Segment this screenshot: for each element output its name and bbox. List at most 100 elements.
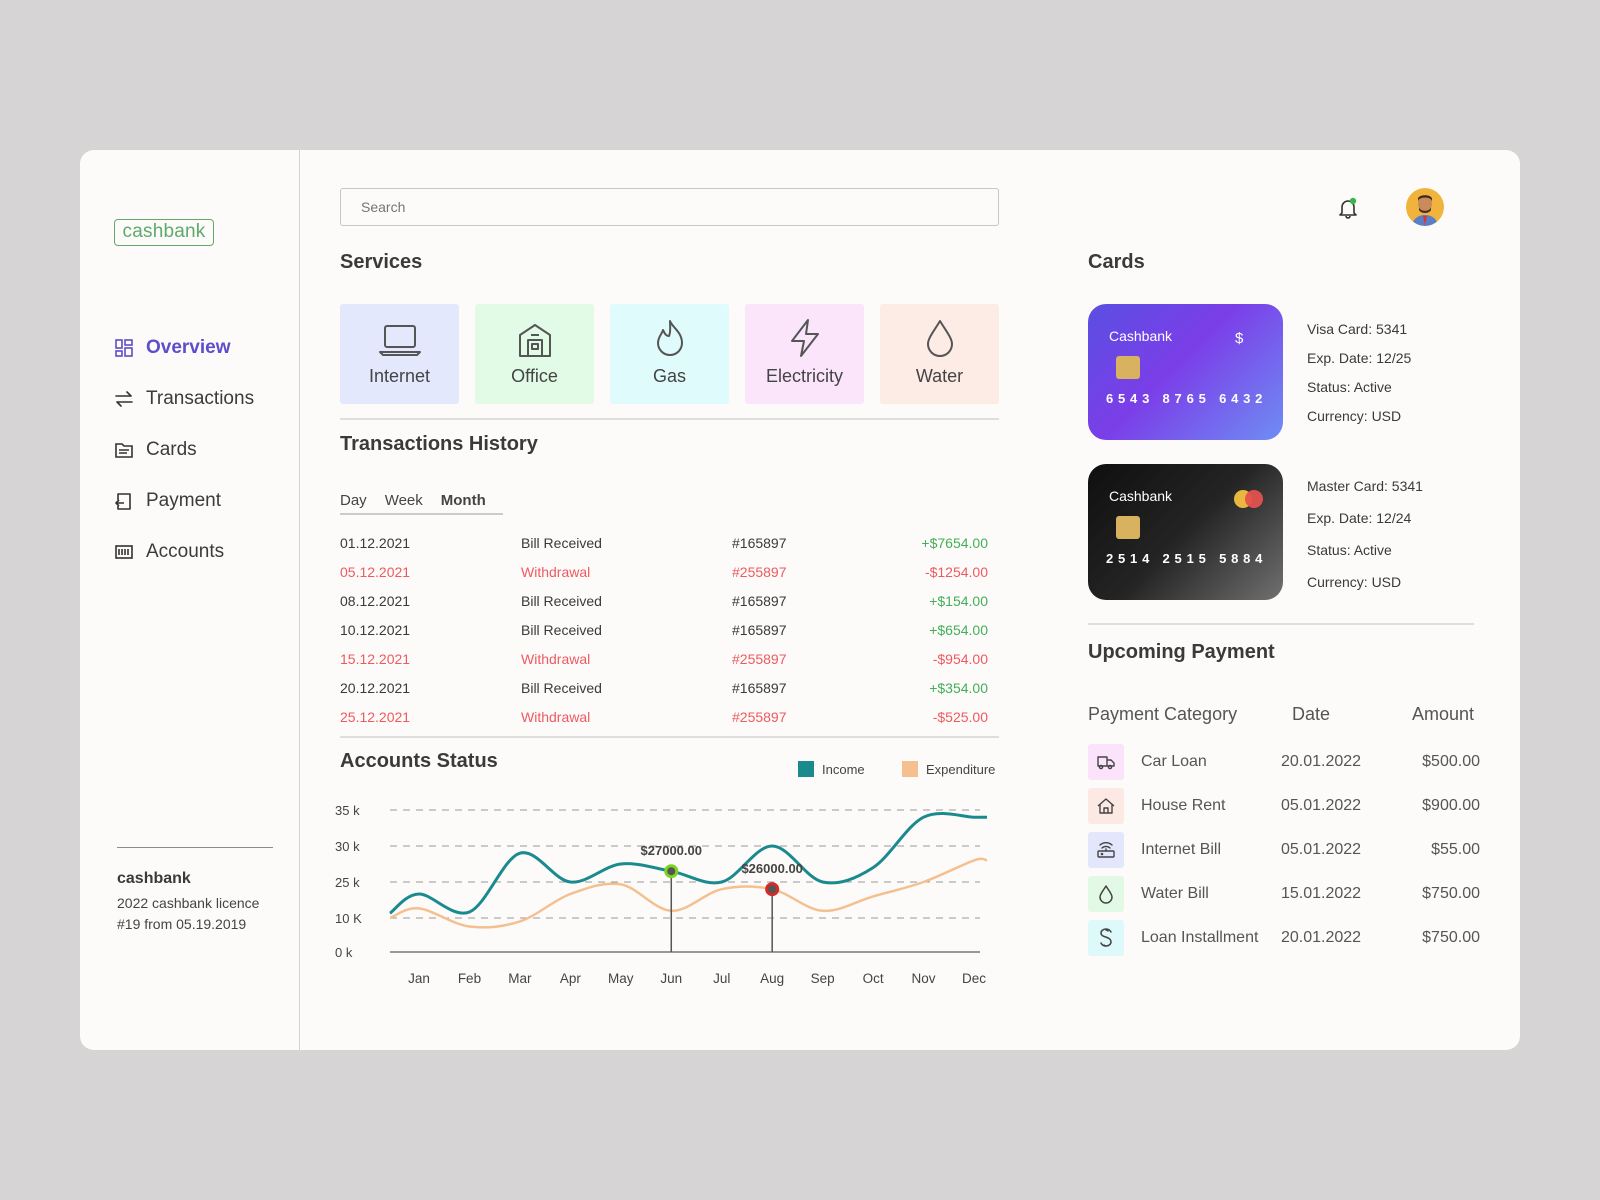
tab-week[interactable]: Week: [384, 492, 423, 509]
legend-income: Income: [798, 761, 865, 777]
dashboard-icon: [114, 338, 134, 358]
sidebar-item-overview[interactable]: Overview: [114, 336, 254, 360]
services-grid: Internet Office Gas Electricity Water: [340, 304, 999, 404]
accounts-status-chart: 35 k 30 k 25 k 10 K 0 k Jan Feb Mar Apr May Jun Jul…: [335, 803, 988, 986]
transaction-amount: +$654.00: [929, 621, 988, 638]
card-exp-date: Exp. Date: 12/24: [1307, 510, 1412, 526]
column-header: Date: [1292, 704, 1331, 724]
table-row[interactable]: 01.12.2021 Bill Received #165897 +$7654.00: [340, 528, 990, 557]
sidebar-item-label: Transactions: [146, 388, 255, 409]
dollar-icon: $: [1235, 330, 1244, 347]
table-row[interactable]: 05.12.2021 Withdrawal #255897 -$1254.00: [340, 557, 990, 586]
card-exp-date: Exp. Date: 12/25: [1307, 350, 1412, 366]
router-icon: [1088, 832, 1124, 868]
y-tick-label: 30 k: [335, 839, 360, 854]
y-tick-label: 0 k: [335, 945, 353, 960]
transaction-amount: +$154.00: [929, 592, 988, 609]
payment-amount: $900.00: [1422, 797, 1480, 814]
tab-day[interactable]: Day: [340, 492, 367, 509]
logo[interactable]: cashbank: [114, 219, 214, 246]
table-row[interactable]: 15.12.2021 Withdrawal #255897 -$954.00: [340, 644, 990, 673]
x-tick-label: Feb: [458, 971, 481, 986]
list-item[interactable]: House Rent 05.01.2022 $900.00: [1088, 784, 1480, 828]
table-row[interactable]: 08.12.2021 Bill Received #165897 +$154.00: [340, 586, 990, 615]
card-number: 6543 8765 6432: [1106, 391, 1268, 406]
upcoming-title: Upcoming Payment: [1088, 641, 1275, 663]
visa-card[interactable]: Cashbank $ 6543 8765 6432: [1088, 304, 1283, 440]
transaction-id: #165897: [732, 679, 787, 696]
y-tick-label: 35 k: [335, 803, 360, 818]
x-tick-label: Jul: [713, 971, 730, 986]
x-tick-label: Jun: [660, 971, 682, 986]
divider: [117, 847, 273, 848]
transaction-type: Bill Received: [521, 679, 602, 696]
column-header: Payment Category: [1088, 704, 1238, 724]
x-tick-label: Mar: [508, 971, 532, 986]
transaction-id: #165897: [732, 534, 787, 551]
payment-category: Internet Bill: [1141, 841, 1222, 858]
transaction-type: Bill Received: [521, 592, 602, 609]
table-row[interactable]: 10.12.2021 Bill Received #165897 +$654.00: [340, 615, 990, 644]
data-point-marker-core: [667, 867, 676, 876]
list-item[interactable]: Car Loan 20.01.2022 $500.00: [1088, 740, 1480, 784]
list-item[interactable]: Internet Bill 05.01.2022 $55.00: [1088, 828, 1480, 872]
sidebar-item-transactions[interactable]: Transactions: [114, 387, 254, 411]
service-water[interactable]: Water: [880, 304, 999, 404]
card-chip: [1116, 356, 1140, 379]
tab-month[interactable]: Month: [440, 492, 486, 509]
sidebar-footer: cashbank 2022 cashbank licence #19 from …: [117, 847, 277, 935]
search-input[interactable]: [340, 188, 999, 226]
master-card-info: Master Card: 5341 Exp. Date: 12/24 Statu…: [1307, 470, 1423, 598]
transaction-amount: +$354.00: [929, 679, 988, 696]
card-type: Visa Card: 5341: [1307, 321, 1408, 337]
divider: [340, 418, 999, 420]
avatar[interactable]: [1406, 188, 1444, 226]
cards-title: Cards: [1088, 251, 1145, 273]
table-row[interactable]: 20.12.2021 Bill Received #165897 +$354.00: [340, 673, 990, 702]
service-internet[interactable]: Internet: [340, 304, 459, 404]
legend-label: Expenditure: [926, 761, 996, 777]
payment-date: 20.01.2022: [1281, 753, 1362, 770]
sidebar-item-cards[interactable]: Cards: [114, 438, 254, 462]
series-line-expenditure: [389, 857, 988, 929]
payment-category: House Rent: [1141, 797, 1226, 814]
service-gas[interactable]: Gas: [610, 304, 729, 404]
divider: [1088, 623, 1474, 625]
mastercard-logo-icon: [1245, 490, 1263, 508]
sidebar-item-label: Accounts: [146, 541, 225, 562]
car-icon: [1088, 744, 1124, 780]
transaction-date: 15.12.2021: [340, 650, 411, 667]
payment-category: Loan Installment: [1141, 929, 1259, 946]
laptop-icon: [378, 325, 421, 356]
lightning-icon: [790, 319, 819, 357]
table-row[interactable]: 25.12.2021 Withdrawal #255897 -$525.00: [340, 702, 990, 731]
payment-amount: $750.00: [1422, 929, 1480, 946]
sidebar-item-payment[interactable]: Payment: [114, 489, 254, 513]
transaction-type: Bill Received: [521, 534, 602, 551]
transaction-date: 05.12.2021: [340, 563, 411, 580]
y-tick-label: 25 k: [335, 875, 360, 890]
transaction-type: Withdrawal: [521, 563, 591, 580]
drop-icon: [1088, 876, 1124, 912]
upcoming-header: Payment Category Date Amount: [1088, 704, 1474, 725]
list-item[interactable]: Water Bill 15.01.2022 $750.00: [1088, 872, 1480, 916]
visa-card-info: Visa Card: 5341 Exp. Date: 12/25 Status:…: [1307, 315, 1411, 431]
transaction-id: #165897: [732, 592, 787, 609]
service-label: Electricity: [765, 366, 843, 386]
sidebar-nav: Overview Transactions Cards Payment: [114, 336, 254, 591]
master-card[interactable]: Cashbank 2514 2515 5884: [1088, 464, 1283, 600]
payment-amount: $750.00: [1422, 885, 1480, 902]
tabs-underline: [340, 513, 503, 515]
transaction-amount: +$7654.00: [921, 534, 988, 551]
notification-bell[interactable]: [1336, 196, 1360, 225]
card-folder-icon: [114, 440, 134, 460]
annotation-label: $27000.00: [641, 843, 702, 858]
service-office[interactable]: Office: [475, 304, 594, 404]
card-bank-name: Cashbank: [1109, 328, 1173, 344]
sidebar-item-accounts[interactable]: Accounts: [114, 540, 254, 564]
divider: [340, 736, 999, 738]
legend-label: Income: [822, 761, 865, 777]
footer-brand: cashbank: [117, 870, 191, 887]
service-electricity[interactable]: Electricity: [745, 304, 864, 404]
list-item[interactable]: Loan Installment 20.01.2022 $750.00: [1088, 916, 1480, 960]
